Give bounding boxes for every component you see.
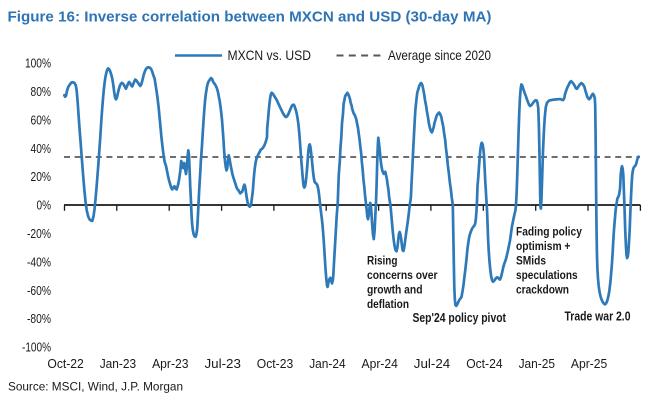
svg-text:40%: 40%	[31, 141, 52, 156]
svg-text:Apr-23: Apr-23	[152, 356, 188, 371]
svg-text:-60%: -60%	[27, 283, 51, 298]
svg-text:0%: 0%	[37, 198, 52, 213]
svg-text:Jan-24: Jan-24	[309, 356, 345, 371]
svg-text:MXCN vs. USD: MXCN vs. USD	[228, 47, 312, 63]
svg-text:Figure 16: Inverse correlation: Figure 16: Inverse correlation between M…	[8, 9, 492, 26]
svg-text:20%: 20%	[31, 169, 52, 184]
svg-text:Oct-24: Oct-24	[466, 356, 502, 371]
svg-text:-100%: -100%	[22, 340, 51, 355]
svg-text:Apr-24: Apr-24	[362, 356, 398, 371]
svg-text:Jan-25: Jan-25	[519, 356, 555, 371]
svg-text:Source: MSCI, Wind, J.P. Morga: Source: MSCI, Wind, J.P. Morgan	[8, 380, 183, 394]
svg-text:-20%: -20%	[27, 226, 51, 241]
svg-text:-80%: -80%	[27, 311, 51, 326]
svg-text:Trade war 2.0: Trade war 2.0	[565, 309, 631, 323]
svg-text:Sep'24 policy pivot: Sep'24 policy pivot	[413, 311, 507, 325]
svg-text:Jul-24: Jul-24	[414, 356, 450, 371]
svg-text:60%: 60%	[31, 112, 52, 127]
svg-text:Jul-23: Jul-23	[205, 356, 241, 371]
svg-text:80%: 80%	[31, 84, 52, 99]
svg-text:Apr-25: Apr-25	[571, 356, 607, 371]
svg-text:Average since 2020: Average since 2020	[388, 47, 491, 63]
svg-text:Oct-22: Oct-22	[47, 356, 83, 371]
svg-text:100%: 100%	[25, 56, 51, 71]
svg-text:Oct-23: Oct-23	[257, 356, 293, 371]
svg-text:Jan-23: Jan-23	[100, 356, 136, 371]
svg-text:-40%: -40%	[27, 254, 51, 269]
